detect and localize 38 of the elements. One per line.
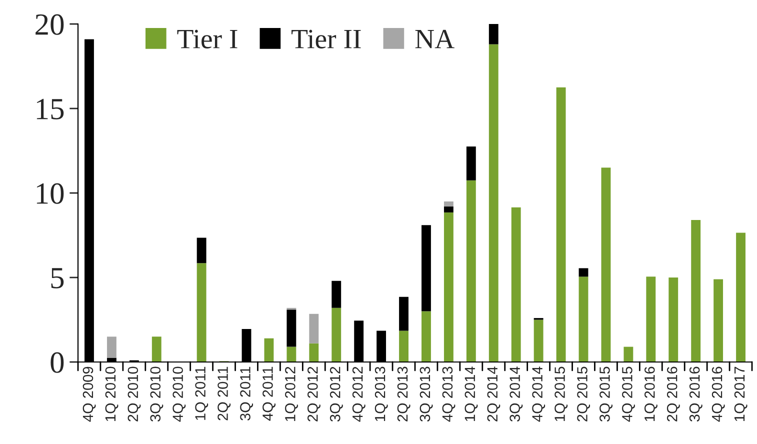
x-tick-label: 1Q 2010 xyxy=(105,366,118,421)
y-tick-label: 5 xyxy=(51,268,64,288)
x-tick-label: 1Q 2013 xyxy=(374,366,388,421)
x-tick-label: 3Q 2012 xyxy=(330,366,343,422)
x-tick-label: 4Q 2012 xyxy=(352,366,366,422)
x-tick-label: 1Q 2017 xyxy=(734,366,748,421)
legend-label: NA xyxy=(415,30,454,48)
x-tick-label: 1Q 2015 xyxy=(554,366,568,421)
x-tick-label: 3Q 2015 xyxy=(600,366,612,422)
x-tick-label: 2Q 2013 xyxy=(397,366,410,422)
x-tick-label: 3Q 2010 xyxy=(150,366,164,422)
x-tick-label: 4Q 2013 xyxy=(442,366,456,422)
x-tick-label: 3Q 2011 xyxy=(240,366,254,420)
x-tick-label: 4Q 2010 xyxy=(172,366,186,422)
y-tick-label: 15 xyxy=(36,98,64,120)
x-tick-label: 2Q 2014 xyxy=(487,366,500,422)
x-tick-label: 2Q 2016 xyxy=(666,366,680,422)
x-tick-label: 2Q 2012 xyxy=(307,366,320,422)
x-tick-label: 2Q 2015 xyxy=(577,366,590,422)
x-tick-label: 4Q 2015 xyxy=(622,366,635,422)
y-tick-label: 10 xyxy=(36,183,64,204)
x-tick-label: 3Q 2013 xyxy=(420,366,433,422)
legend-label: Tier I xyxy=(177,30,238,48)
x-tick-label: 4Q 2011 xyxy=(262,366,276,421)
legend-label: Tier II xyxy=(292,30,361,48)
x-tick-label: 1Q 2012 xyxy=(285,366,298,421)
y-tick-label: 20 xyxy=(36,14,64,35)
x-tick-label: 4Q 2016 xyxy=(712,366,725,422)
x-tick-label: 3Q 2016 xyxy=(689,366,702,422)
x-tick-label: 3Q 2014 xyxy=(510,366,523,422)
x-tick-label: 4Q 2014 xyxy=(532,366,546,422)
x-tick-label: 1Q 2011 xyxy=(195,366,208,420)
x-tick-label: 2Q 2011 xyxy=(218,366,231,420)
y-tick-label: 0 xyxy=(50,352,64,373)
x-tick-label: 2Q 2010 xyxy=(128,366,141,422)
x-tick-label: 1Q 2014 xyxy=(464,366,478,421)
x-tick-label: 1Q 2016 xyxy=(644,366,658,421)
x-tick-label: 4Q 2009 xyxy=(82,366,96,422)
